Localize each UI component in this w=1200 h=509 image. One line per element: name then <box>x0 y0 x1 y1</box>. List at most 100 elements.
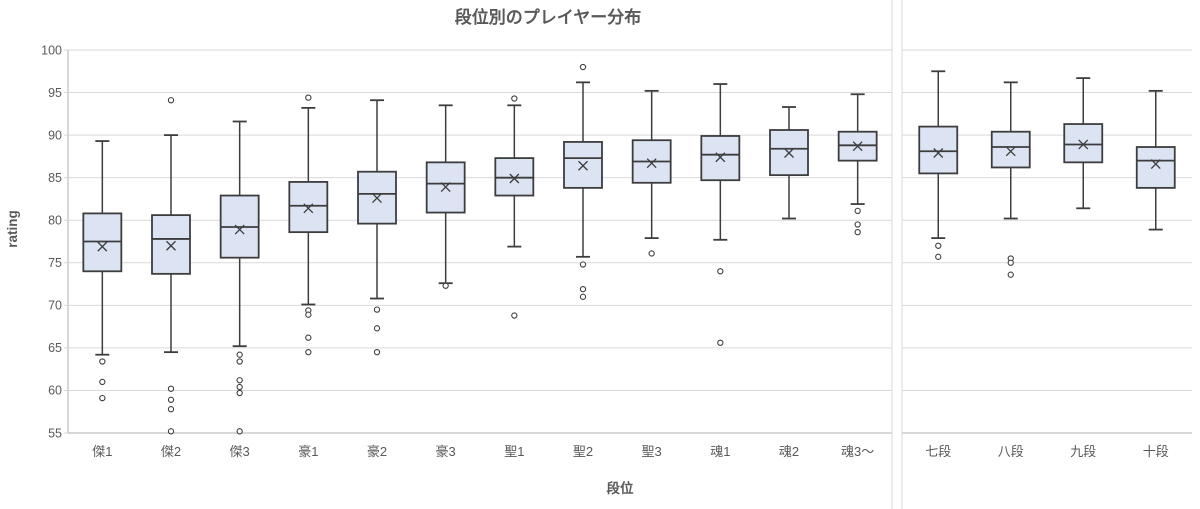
outlier-point <box>579 63 587 71</box>
x-category-label: 九段 <box>1070 444 1096 459</box>
mean-marker <box>1150 159 1161 170</box>
x-category-label: 聖1 <box>504 444 524 459</box>
x-axis-title: 段位 <box>607 480 635 496</box>
outlier-point <box>1007 259 1014 266</box>
outlier-point <box>717 339 724 346</box>
box-傑3 <box>219 120 260 435</box>
y-tick-label: 95 <box>48 86 62 100</box>
outlier-point <box>854 228 861 236</box>
gridlines <box>68 49 1192 391</box>
x-category-label: 傑2 <box>161 444 181 459</box>
mean-marker <box>715 152 726 163</box>
box-聖2 <box>563 63 603 300</box>
mean-marker <box>97 241 108 252</box>
y-tick-label: 80 <box>48 214 62 228</box>
box-九段 <box>1063 77 1104 210</box>
x-category-label: 魂2 <box>779 444 799 459</box>
outlier-point <box>305 334 312 341</box>
outlier-point <box>579 261 587 268</box>
outlier-point <box>99 378 106 386</box>
box-豪1 <box>288 94 329 356</box>
box-豪3 <box>425 104 466 289</box>
outlier-point <box>648 250 655 257</box>
mean-marker <box>509 173 520 184</box>
x-category-label: 聖2 <box>573 444 593 459</box>
box-魂3〜 <box>837 93 878 236</box>
outlier-point <box>511 95 518 102</box>
box-聖1 <box>494 95 535 319</box>
y-tick-label: 75 <box>48 256 62 270</box>
x-category-label: 豪1 <box>298 444 318 459</box>
mean-marker <box>1078 139 1089 150</box>
outlier-point <box>99 358 106 365</box>
x-category-label: 八段 <box>998 444 1024 459</box>
box-聖3 <box>631 89 672 257</box>
x-category-label: 傑1 <box>92 444 112 459</box>
outlier-point <box>99 394 106 402</box>
outlier-point <box>511 312 518 319</box>
outlier-point <box>305 348 312 356</box>
mean-marker <box>1005 146 1016 157</box>
chart-title: 段位別のプレイヤー分布 <box>455 7 642 27</box>
outlier-point <box>579 293 587 300</box>
iqr-box <box>1063 123 1104 164</box>
iqr-box <box>288 181 329 234</box>
x-category-label: 傑3 <box>230 444 250 459</box>
x-category-label: 魂1 <box>710 444 730 459</box>
outlier-point <box>305 94 312 101</box>
iqr-box <box>918 125 959 175</box>
axes <box>67 0 1192 509</box>
outlier-point <box>236 428 243 435</box>
mean-marker <box>303 203 314 214</box>
outlier-point <box>442 282 449 289</box>
y-tick-label: 55 <box>48 426 62 440</box>
outlier-point <box>167 385 175 392</box>
y-tick-label: 90 <box>48 128 62 142</box>
x-category-label: 魂3〜 <box>841 444 874 459</box>
outlier-point <box>1007 271 1014 278</box>
outlier-point <box>935 242 942 249</box>
mean-marker <box>784 148 794 158</box>
y-tick-label: 100 <box>41 43 62 57</box>
box-豪2 <box>357 99 397 356</box>
outlier-point <box>717 268 724 275</box>
outlier-point <box>167 406 175 413</box>
box-魂2 <box>769 106 809 220</box>
outlier-point <box>373 348 381 356</box>
outlier-point <box>236 377 243 384</box>
outlier-point <box>236 358 243 365</box>
outlier-point <box>854 207 861 215</box>
x-category-label: 七段 <box>925 444 951 459</box>
outlier-point <box>373 325 381 332</box>
mean-marker <box>852 141 863 152</box>
x-axis-category-labels: 傑1 傑2 傑3 豪1 豪2 豪3 聖1 聖2 聖3 魂1 魂2 魂3〜 七段 八段 九段 十段 <box>92 444 1169 459</box>
outlier-point <box>236 383 243 391</box>
x-category-label: 聖3 <box>642 444 662 459</box>
x-category-label: 豪2 <box>367 444 387 459</box>
box-七段 <box>918 70 959 260</box>
outlier-point <box>373 306 381 313</box>
iqr-box <box>1135 146 1176 189</box>
y-tick-label: 65 <box>48 341 62 355</box>
box-八段 <box>990 81 1031 278</box>
box-plots <box>82 63 1176 435</box>
box-十段 <box>1135 89 1176 231</box>
mean-marker <box>578 160 588 171</box>
outlier-point <box>167 396 175 403</box>
y-axis-title: rating <box>5 210 20 248</box>
y-tick-label: 60 <box>48 384 62 398</box>
outlier-point <box>167 428 175 435</box>
outlier-point <box>305 311 312 318</box>
iqr-box <box>425 161 466 214</box>
outlier-point <box>236 389 243 397</box>
x-category-label: 豪3 <box>436 444 456 459</box>
y-tick-label: 85 <box>48 171 62 185</box>
outlier-point <box>854 221 861 228</box>
iqr-box <box>151 214 191 275</box>
iqr-box <box>990 130 1031 169</box>
box-魂1 <box>700 83 741 346</box>
y-axis-tick-labels: 55 60 65 70 75 80 85 90 95 100 <box>41 43 68 440</box>
outlier-point <box>935 253 942 260</box>
outlier-point <box>167 97 175 104</box>
